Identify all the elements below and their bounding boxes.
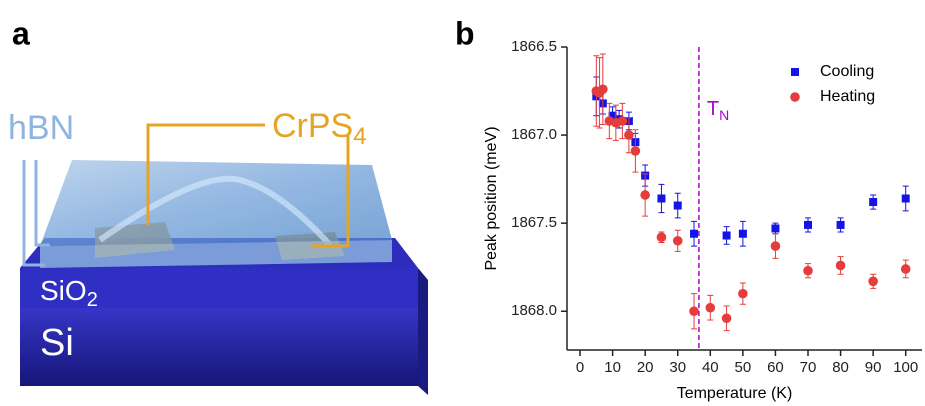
hbn-top bbox=[40, 160, 392, 246]
transition-label: TN bbox=[707, 98, 729, 122]
marker bbox=[672, 235, 683, 246]
legend-marker bbox=[791, 68, 799, 76]
marker bbox=[770, 241, 781, 251]
x-tick-label: 90 bbox=[865, 359, 882, 376]
marker bbox=[901, 194, 910, 203]
marker bbox=[690, 229, 699, 238]
substrate-side bbox=[418, 268, 428, 395]
x-tick-label: 70 bbox=[800, 359, 817, 376]
marker bbox=[804, 220, 813, 229]
pointer-line bbox=[34, 160, 50, 247]
marker bbox=[673, 201, 682, 210]
legend-marker bbox=[790, 92, 800, 102]
marker bbox=[771, 224, 780, 233]
pointer-line bbox=[22, 160, 45, 267]
x-tick-label: 50 bbox=[735, 359, 752, 376]
si-label: Si bbox=[40, 322, 74, 364]
marker bbox=[722, 231, 731, 240]
x-tick-label: 0 bbox=[576, 359, 584, 376]
hbn-front bbox=[40, 240, 392, 268]
x-tick-label: 100 bbox=[893, 359, 918, 376]
legend-label: Cooling bbox=[820, 63, 874, 80]
sio2-text: SiO bbox=[40, 275, 87, 306]
device-schematic: hBN CrPS4 SiO2 Si bbox=[8, 107, 428, 395]
plot: 1866.5 1867.0 1867.5 1868.0 0 10 20 30 40 50 60 70 8… bbox=[483, 38, 922, 402]
marker bbox=[721, 313, 732, 324]
marker bbox=[803, 265, 813, 276]
marker bbox=[836, 220, 845, 229]
marker bbox=[868, 276, 878, 287]
marker bbox=[598, 84, 608, 95]
legend-label: Heating bbox=[820, 88, 875, 105]
x-tick-label: 40 bbox=[702, 359, 719, 376]
marker bbox=[738, 229, 747, 238]
marker bbox=[869, 198, 878, 207]
marker bbox=[900, 264, 911, 274]
marker bbox=[738, 288, 748, 299]
si-layer bbox=[20, 308, 418, 386]
x-tick-label: 80 bbox=[832, 359, 849, 376]
y-axis-title: Peak position (meV) bbox=[483, 126, 500, 270]
y-tick-label: 1866.5 bbox=[511, 38, 557, 55]
transition-label-sub: N bbox=[719, 107, 729, 123]
marker bbox=[624, 130, 634, 140]
crps-sub: 4 bbox=[353, 123, 366, 150]
crps-label: CrPS4 bbox=[272, 107, 367, 150]
x-tick-label: 60 bbox=[767, 359, 784, 376]
panel-label: a bbox=[12, 15, 30, 51]
marker bbox=[630, 146, 641, 156]
marker bbox=[640, 190, 650, 200]
x-tick-label: 30 bbox=[669, 359, 686, 376]
hbn-label: hBN bbox=[8, 109, 74, 147]
transition-label-text: T bbox=[707, 98, 719, 120]
pointer-line bbox=[146, 123, 265, 225]
sio2-layer bbox=[20, 268, 418, 308]
marker bbox=[689, 306, 699, 317]
y-tick-label: 1867.5 bbox=[511, 214, 557, 231]
marker bbox=[656, 232, 667, 243]
marker bbox=[617, 116, 628, 126]
marker bbox=[705, 302, 716, 313]
y-tick-label: 1868.0 bbox=[511, 302, 557, 319]
crps-text: CrPS bbox=[272, 107, 353, 145]
y-tick-label: 1867.0 bbox=[511, 126, 557, 143]
sio2-sub: 2 bbox=[87, 289, 98, 311]
marker bbox=[657, 194, 666, 203]
pointer-line bbox=[312, 135, 350, 248]
x-axis-title: Temperature (K) bbox=[677, 385, 793, 402]
panel-label: b bbox=[455, 15, 475, 51]
marker bbox=[608, 111, 617, 120]
x-tick-label: 10 bbox=[604, 359, 621, 376]
x-tick-label: 20 bbox=[637, 359, 654, 376]
sio2-label: SiO2 bbox=[40, 275, 98, 311]
hbn-wrinkle bbox=[98, 175, 333, 248]
marker bbox=[835, 260, 846, 271]
